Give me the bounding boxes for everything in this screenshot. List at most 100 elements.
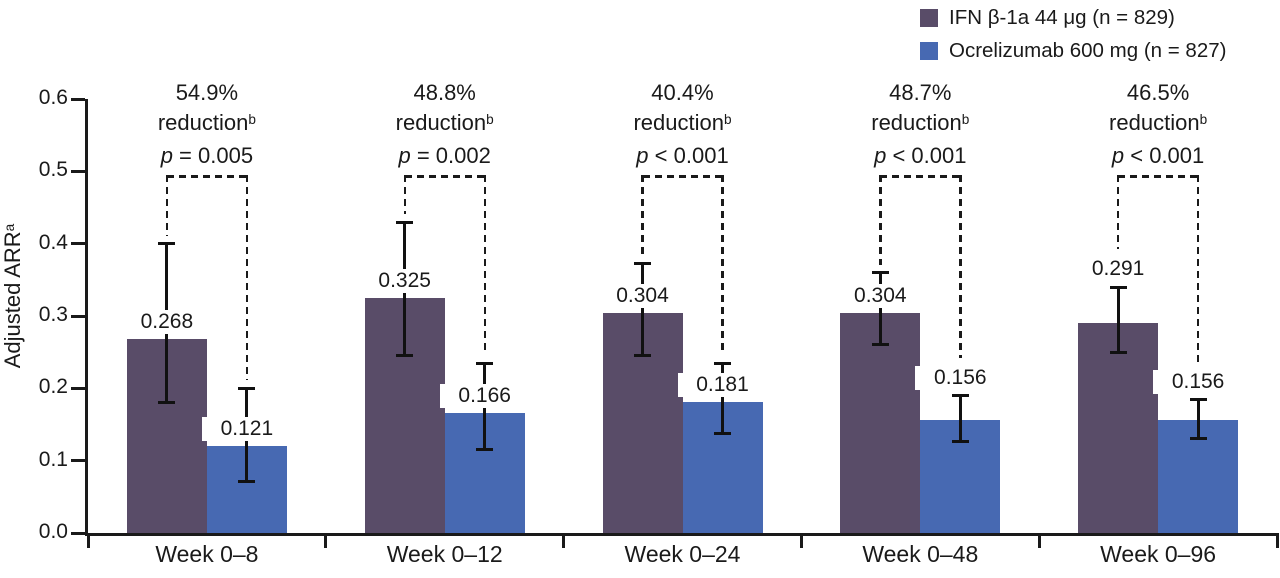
bar-ifn-4 [840, 313, 921, 533]
reduction-annotation-3: 40.4% reductionb p < 0.001 [573, 78, 793, 171]
error-bar-cap-bottom-ifn-2 [396, 354, 414, 358]
y-tick-label: 0.4 [38, 230, 68, 254]
y-axis-tick [71, 386, 85, 390]
error-bar-ocrelizumab-4 [958, 395, 962, 442]
reduction-word: reductionb [871, 110, 970, 135]
value-label-ocrelizumab-4: 0.156 [915, 365, 1006, 390]
y-axis-tick [71, 97, 85, 101]
bracket-top-4 [880, 175, 961, 178]
error-bar-cap-top-ifn-4 [871, 271, 889, 275]
bracket-right-2 [483, 175, 486, 355]
x-axis-tick [324, 536, 328, 548]
x-tick-label-2: Week 0–12 [386, 541, 503, 567]
value-label-ifn-3: 0.304 [597, 284, 688, 309]
reduction-word: reductionb [395, 110, 494, 135]
x-axis-tick [562, 536, 566, 548]
error-bar-cap-bottom-ifn-5 [1109, 350, 1127, 354]
error-bar-cap-top-ocrelizumab-1 [238, 386, 256, 390]
p-value: p = 0.002 [398, 143, 491, 168]
error-bar-cap-top-ifn-3 [634, 261, 651, 265]
value-label-ifn-2: 0.325 [359, 268, 450, 293]
bracket-top-1 [166, 175, 247, 178]
bracket-left-4 [879, 175, 882, 265]
error-bar-cap-bottom-ocrelizumab-5 [1189, 436, 1207, 440]
error-bar-cap-top-ocrelizumab-4 [951, 394, 969, 398]
y-tick-label: 0.3 [38, 303, 68, 326]
error-bar-cap-top-ocrelizumab-5 [1189, 398, 1207, 402]
bracket-right-1 [245, 175, 249, 381]
legend-label-ifn: IFN β-1a 44 μg (n = 829) [949, 6, 1175, 29]
y-tick-label: 0.1 [38, 447, 68, 471]
reduction-word: reductionb [157, 110, 256, 135]
error-bar-ocrelizumab-3 [721, 363, 724, 434]
x-axis-tick [799, 536, 803, 548]
y-axis-tick [71, 242, 85, 246]
y-axis [85, 99, 88, 536]
reduction-pct: 40.4% [651, 80, 714, 105]
reduction-annotation-1: 54.9% reductionb p = 0.005 [97, 78, 317, 171]
error-bar-ocrelizumab-5 [1196, 399, 1200, 439]
y-axis-tick [71, 459, 85, 463]
x-axis-tick [1037, 536, 1041, 548]
value-label-ifn-1: 0.268 [121, 310, 212, 335]
x-axis [85, 533, 1279, 536]
y-tick-label: 0.2 [38, 375, 68, 399]
bracket-right-5 [1196, 175, 1200, 362]
x-axis-tick [86, 536, 90, 548]
error-bar-cap-bottom-ifn-4 [871, 343, 889, 347]
error-bar-cap-bottom-ocrelizumab-1 [238, 480, 256, 484]
y-axis-tick [71, 531, 85, 535]
bracket-left-3 [641, 175, 644, 256]
error-bar-cap-top-ocrelizumab-2 [476, 361, 494, 365]
reduction-annotation-2: 48.8% reductionb p = 0.002 [335, 78, 555, 171]
reduction-pct: 46.5% [1126, 80, 1190, 105]
legend-swatch-ocrelizumab [920, 42, 938, 60]
error-bar-cap-top-ifn-5 [1109, 285, 1127, 289]
bracket-top-3 [642, 175, 723, 178]
x-tick-label-4: Week 0–48 [862, 541, 979, 567]
legend-swatch-ifn [920, 9, 938, 27]
error-bar-cap-bottom-ocrelizumab-2 [476, 448, 494, 452]
y-tick-label: 0.5 [38, 158, 68, 182]
error-bar-cap-bottom-ifn-1 [158, 401, 176, 405]
error-bar-ifn-3 [641, 263, 644, 356]
x-tick-label-3: Week 0–24 [624, 541, 741, 567]
legend-label-ocrelizumab: Ocrelizumab 600 mg (n = 827) [949, 39, 1227, 62]
error-bar-cap-top-ifn-2 [396, 220, 414, 224]
bar-ifn-5 [1078, 322, 1159, 533]
x-tick-label-5: Week 0–96 [1100, 541, 1217, 567]
error-bar-cap-top-ifn-1 [158, 242, 176, 246]
bracket-left-2 [403, 175, 406, 214]
reduction-pct: 48.7% [889, 80, 952, 105]
value-label-ifn-4: 0.304 [835, 284, 926, 309]
legend: IFN β-1a 44 μg (n = 829) Ocrelizumab 600… [920, 6, 1226, 63]
bracket-top-5 [1118, 175, 1199, 178]
legend-item-ocrelizumab: Ocrelizumab 600 mg (n = 827) [920, 39, 1226, 63]
y-tick-label: 0.0 [38, 520, 68, 543]
error-bar-cap-bottom-ocrelizumab-4 [951, 439, 969, 443]
y-axis-tick [71, 169, 85, 173]
y-axis-tick [71, 314, 85, 318]
error-bar-ifn-5 [1116, 287, 1120, 353]
p-value: p < 0.001 [1111, 143, 1205, 168]
error-bar-ifn-4 [878, 272, 882, 345]
p-value: p = 0.005 [160, 143, 254, 168]
p-value: p < 0.001 [636, 143, 729, 168]
value-label-ocrelizumab-1: 0.121 [201, 416, 292, 441]
x-tick-label-1: Week 0–8 [155, 541, 259, 567]
reduction-annotation-5: 46.5% reductionb p < 0.001 [1048, 78, 1268, 171]
error-bar-cap-bottom-ifn-3 [634, 354, 651, 358]
reduction-pct: 54.9% [175, 80, 239, 105]
reduction-word: reductionb [1109, 110, 1208, 135]
bracket-left-5 [1116, 175, 1120, 250]
error-bar-cap-top-ocrelizumab-3 [714, 361, 731, 365]
bracket-top-2 [404, 175, 485, 178]
x-axis-tick [1275, 536, 1279, 548]
reduction-word: reductionb [633, 110, 732, 135]
bracket-right-4 [959, 175, 962, 358]
legend-item-ifn: IFN β-1a 44 μg (n = 829) [920, 6, 1226, 30]
value-label-ocrelizumab-2: 0.166 [439, 383, 530, 408]
y-tick-label: 0.6 [38, 86, 68, 109]
